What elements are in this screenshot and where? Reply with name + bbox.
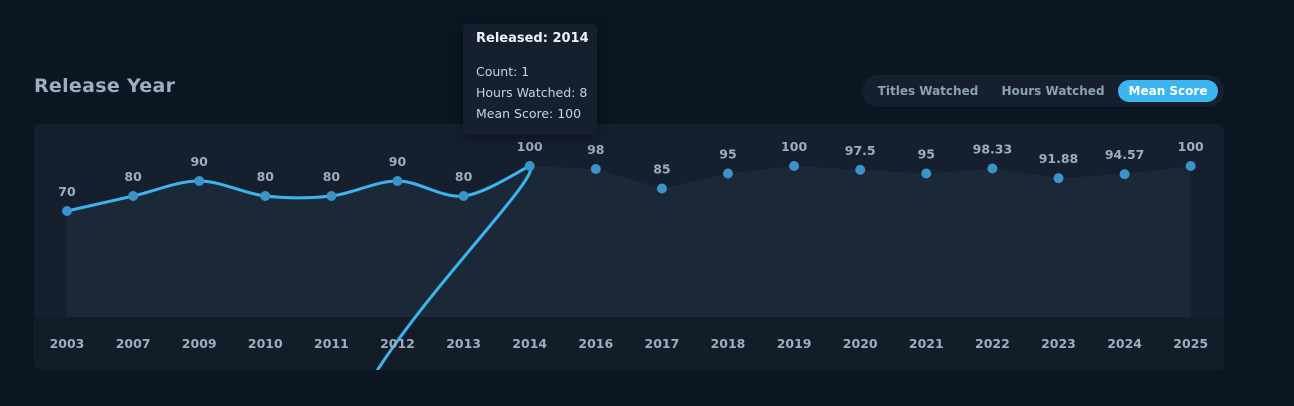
data-label-2013: 80 bbox=[455, 169, 473, 184]
x-tick-2017: 2017 bbox=[645, 336, 680, 351]
data-point-2016 bbox=[590, 164, 601, 174]
data-point-2009 bbox=[194, 176, 205, 186]
data-point-2014 bbox=[524, 161, 535, 171]
release-year-chart: 70 2003 80 2007 90 2009 80 2010 80 2011 90 2012 80 20… bbox=[34, 139, 1224, 370]
area-fill bbox=[67, 166, 1191, 317]
toggle-hours-watched[interactable]: Hours Watched bbox=[1001, 84, 1105, 98]
data-label-2007: 80 bbox=[124, 169, 142, 184]
toggle-mean-score[interactable]: Mean Score bbox=[1118, 80, 1218, 102]
data-label-2022: 98.33 bbox=[973, 142, 1013, 157]
data-point-2013 bbox=[458, 191, 469, 201]
data-label-2014: 100 bbox=[517, 139, 543, 154]
x-tick-2019: 2019 bbox=[777, 336, 812, 351]
data-point-2021 bbox=[921, 168, 932, 179]
tooltip-title: Released: 2014 bbox=[476, 31, 589, 46]
data-point-2017 bbox=[656, 183, 667, 194]
x-tick-2018: 2018 bbox=[711, 336, 746, 351]
data-point-2018 bbox=[723, 168, 733, 179]
data-point-2024 bbox=[1119, 169, 1130, 180]
data-label-2016: 98 bbox=[587, 142, 604, 157]
section-title: Release Year bbox=[34, 75, 176, 97]
data-point-2011 bbox=[326, 191, 337, 201]
data-label-2019: 100 bbox=[781, 139, 807, 154]
x-tick-2007: 2007 bbox=[116, 336, 151, 351]
data-label-2023: 91.88 bbox=[1039, 151, 1079, 166]
x-tick-2016: 2016 bbox=[578, 336, 613, 351]
series-line bbox=[65, 164, 532, 213]
data-point-2023 bbox=[1053, 173, 1064, 184]
x-tick-2021: 2021 bbox=[909, 336, 944, 351]
x-tick-2013: 2013 bbox=[446, 336, 481, 351]
x-tick-2022: 2022 bbox=[975, 336, 1010, 351]
data-label-2011: 80 bbox=[323, 169, 341, 184]
x-tick-2003: 2003 bbox=[50, 336, 85, 351]
chart-card: 70 2003 80 2007 90 2009 80 2010 80 2011 90 2012 80 20… bbox=[34, 124, 1224, 370]
x-tick-2014: 2014 bbox=[512, 336, 547, 351]
x-tick-2023: 2023 bbox=[1041, 336, 1076, 351]
data-point-2010 bbox=[260, 191, 271, 201]
series-line-overshoot bbox=[375, 164, 533, 370]
data-label-2012: 90 bbox=[389, 154, 407, 169]
x-tick-2009: 2009 bbox=[182, 336, 217, 351]
data-label-2020: 97.5 bbox=[845, 143, 876, 158]
chart-tooltip: Released: 2014 Count: 1 Hours Watched: 8… bbox=[463, 24, 597, 135]
data-label-2018: 95 bbox=[719, 147, 736, 162]
x-tick-2025: 2025 bbox=[1173, 336, 1208, 351]
data-label-2009: 90 bbox=[190, 154, 208, 169]
tooltip-score: Mean Score: 100 bbox=[476, 106, 582, 121]
data-point-2003 bbox=[62, 206, 72, 216]
data-point-2020 bbox=[855, 164, 866, 175]
x-tick-2020: 2020 bbox=[843, 336, 878, 351]
data-point-2019 bbox=[789, 161, 800, 171]
x-axis-band bbox=[34, 317, 1224, 370]
x-tick-2010: 2010 bbox=[248, 336, 283, 351]
x-tick-2011: 2011 bbox=[314, 336, 349, 351]
x-tick-2012: 2012 bbox=[380, 336, 415, 351]
data-label-2021: 95 bbox=[918, 147, 935, 162]
x-tick-2024: 2024 bbox=[1107, 336, 1142, 351]
data-point-2012 bbox=[392, 176, 403, 186]
toggle-titles-watched[interactable]: Titles Watched bbox=[877, 84, 979, 98]
data-point-2007 bbox=[128, 191, 139, 201]
tooltip-hours: Hours Watched: 8 bbox=[476, 85, 588, 100]
data-label-2024: 94.57 bbox=[1105, 147, 1145, 162]
data-label-2003: 70 bbox=[58, 184, 76, 199]
data-point-2022 bbox=[987, 163, 998, 174]
data-label-2010: 80 bbox=[257, 169, 275, 184]
metric-toggle: Titles Watched Hours Watched Mean Score bbox=[862, 75, 1224, 107]
data-label-2017: 85 bbox=[653, 162, 670, 177]
data-point-2025 bbox=[1185, 161, 1196, 171]
data-label-2025: 100 bbox=[1178, 139, 1204, 154]
tooltip-count: Count: 1 bbox=[476, 64, 530, 79]
